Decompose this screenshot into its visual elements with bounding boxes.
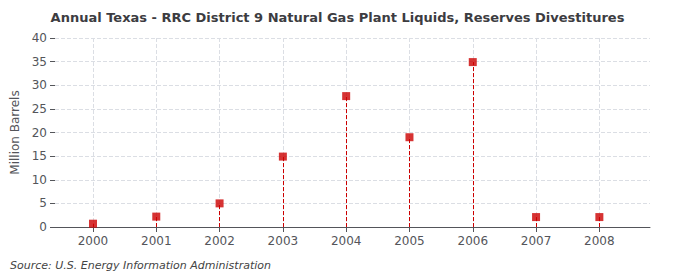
svg-text:2001: 2001 bbox=[141, 234, 172, 248]
svg-text:35: 35 bbox=[32, 55, 47, 69]
svg-text:2003: 2003 bbox=[268, 234, 299, 248]
svg-text:Annual Texas - RRC District 9: Annual Texas - RRC District 9 Natural Ga… bbox=[51, 10, 625, 25]
svg-text:2007: 2007 bbox=[521, 234, 552, 248]
svg-text:2006: 2006 bbox=[457, 234, 488, 248]
svg-text:2008: 2008 bbox=[584, 234, 615, 248]
svg-text:Million Barrels: Million Barrels bbox=[8, 90, 22, 174]
svg-text:2002: 2002 bbox=[204, 234, 235, 248]
svg-text:0: 0 bbox=[39, 220, 47, 234]
svg-text:25: 25 bbox=[32, 102, 47, 116]
svg-text:30: 30 bbox=[32, 78, 47, 92]
svg-text:20: 20 bbox=[32, 126, 47, 140]
svg-text:2005: 2005 bbox=[394, 234, 425, 248]
svg-text:10: 10 bbox=[32, 173, 47, 187]
svg-text:Source: U.S. Energy Informatio: Source: U.S. Energy Information Administ… bbox=[10, 259, 271, 272]
svg-text:2004: 2004 bbox=[331, 234, 362, 248]
svg-text:5: 5 bbox=[39, 196, 47, 210]
svg-text:40: 40 bbox=[32, 31, 47, 45]
svg-text:15: 15 bbox=[32, 149, 47, 163]
svg-text:2000: 2000 bbox=[78, 234, 109, 248]
